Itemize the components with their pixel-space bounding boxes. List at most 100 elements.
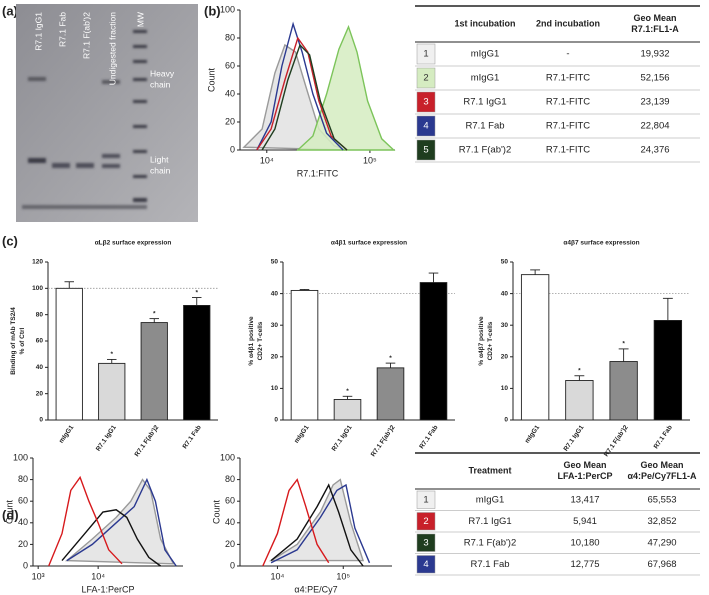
panel-label: (d) [2, 507, 19, 522]
significance-mark: * [346, 388, 349, 395]
row-badge [416, 555, 436, 574]
table-cell: 4 [423, 121, 428, 132]
histogram-curve [270, 483, 364, 567]
table-cell: R7.1-FITC [546, 97, 590, 108]
table-cell: 47,290 [647, 537, 676, 548]
y-tick-label: 20 [18, 539, 28, 549]
y-axis-label: CD2+ T-cells [257, 321, 264, 360]
table-header: Treatment [468, 465, 511, 475]
y-axis-label: % α4β1 positive [248, 316, 255, 366]
y-axis-label: Count [4, 500, 14, 525]
y-tick-label: 80 [18, 474, 28, 484]
table-header: α4:Pe/Cy7FL1-A [627, 471, 697, 481]
x-axis-label: LFA-1:PerCP [81, 584, 134, 594]
histogram-curve [270, 483, 371, 564]
bar [333, 399, 362, 421]
panel-label: (c) [2, 233, 18, 248]
chart-title: α4β7 surface expression [563, 240, 639, 247]
y-axis-label: Binding of mAb TS2/4 [10, 307, 17, 375]
x-tick-label: 10⁵ [336, 571, 350, 581]
y-tick-label: 80 [225, 474, 235, 484]
histogram-curve [268, 478, 365, 562]
histogram-curve [66, 477, 177, 567]
x-tick-label: mIgG1 [58, 424, 76, 445]
table-cell: R7.1-FITC [546, 121, 590, 132]
x-tick-label: R7.1 Fab [653, 424, 674, 450]
row-badge [416, 533, 436, 552]
table-cell: 3 [423, 537, 428, 548]
y-tick-label: 60 [225, 496, 235, 506]
bar [290, 289, 319, 421]
table-cell: R7.1 IgG1 [463, 97, 506, 108]
significance-mark: * [578, 367, 581, 374]
bar [183, 305, 211, 421]
table-cell: 3 [423, 97, 428, 108]
histogram-curve [261, 43, 348, 151]
chart-title: α4β1 surface expression [331, 240, 407, 247]
x-tick-label: R7.1 IgG1 [562, 424, 585, 453]
bar [55, 287, 83, 421]
x-tick-label: R7.1 IgG1 [95, 424, 118, 453]
y-tick-label: 60 [18, 496, 28, 506]
table-cell: 65,553 [647, 494, 676, 505]
table-cell: 1 [423, 494, 428, 505]
bar [419, 282, 448, 421]
y-axis-label: CD2+ T-cells [487, 321, 494, 360]
bar [653, 320, 683, 421]
table-cell: 5 [423, 145, 428, 156]
table-cell: 10,180 [570, 537, 599, 548]
bar [520, 274, 550, 421]
lane-label: R7.1 Fab [57, 12, 67, 47]
lane-label: Undigested fraction [107, 12, 117, 86]
row-badge [416, 512, 436, 531]
table-cell: 4 [423, 559, 428, 570]
lane-label: MW [135, 12, 145, 27]
band-label: Light [150, 154, 169, 164]
y-tick-label: 20 [225, 539, 235, 549]
y-tick-label: 20 [271, 354, 279, 361]
histogram-curve [61, 509, 162, 567]
y-tick-label: 60 [36, 338, 44, 345]
x-tick-label: 10⁴ [260, 155, 274, 165]
bar [376, 367, 405, 421]
table-cell: R7.1 F(ab')2 [464, 537, 517, 548]
x-tick-label: mIgG1 [293, 424, 311, 445]
gel: R7.1 IgG1 R7.1 Fab R7.1 F(ab')2 Undigest… [16, 4, 198, 222]
panel-label: (a) [2, 3, 18, 18]
x-tick-label: R7.1 Fab [182, 424, 203, 450]
table-cell: 22,804 [640, 121, 669, 132]
row-badge [416, 139, 436, 161]
histogram-curve [262, 478, 330, 567]
x-axis-label: R7.1:FITC [297, 168, 339, 178]
y-tick-label: 50 [501, 259, 509, 266]
table-cell: R7.1-FITC [546, 145, 590, 156]
y-tick-label: 80 [36, 311, 44, 318]
table-cell: R7.1 F(ab')2 [459, 145, 512, 156]
y-tick-label: 20 [225, 116, 235, 126]
gel-bands [22, 30, 147, 209]
table-cell: R7.1 IgG1 [468, 516, 511, 527]
y-tick-label: 20 [501, 354, 509, 361]
row-badge [416, 115, 436, 137]
x-tick-label: R7.1 Fab [418, 424, 439, 450]
table-cell: mIgG1 [471, 49, 500, 60]
y-tick-label: 0 [230, 144, 235, 154]
significance-mark: * [195, 289, 198, 296]
table-cell: 52,156 [640, 73, 669, 84]
y-tick-label: 100 [220, 452, 235, 462]
table-cell: 67,968 [647, 559, 676, 570]
table-header: LFA-1:PerCP [557, 471, 612, 481]
y-axis-label: Count [206, 68, 216, 93]
row-badge [416, 43, 436, 65]
table-cell: 32,852 [647, 516, 676, 527]
histogram-curve [48, 475, 123, 567]
gel-background [16, 4, 198, 222]
table-header: 1st incubation [454, 18, 515, 28]
y-tick-label: 60 [225, 60, 235, 70]
table-cell: mIgG1 [476, 494, 505, 505]
table-cell: 2 [423, 73, 428, 84]
histogram-curve [256, 36, 348, 151]
y-tick-label: 30 [501, 322, 509, 329]
significance-mark: * [389, 355, 392, 362]
